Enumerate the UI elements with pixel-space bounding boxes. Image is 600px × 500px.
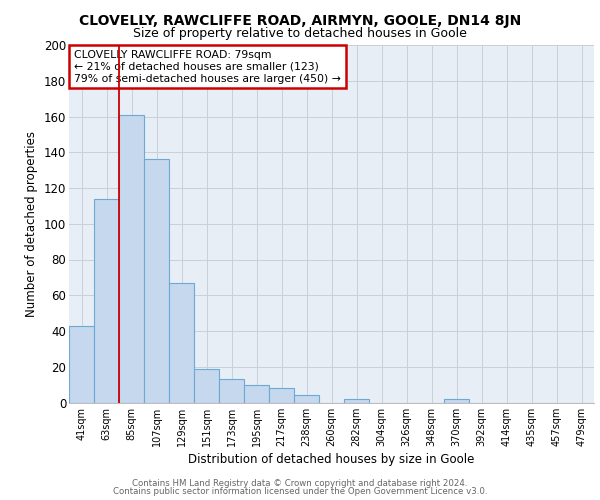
Text: Contains public sector information licensed under the Open Government Licence v3: Contains public sector information licen… xyxy=(113,487,487,496)
X-axis label: Distribution of detached houses by size in Goole: Distribution of detached houses by size … xyxy=(188,453,475,466)
Bar xyxy=(244,384,269,402)
Text: CLOVELLY RAWCLIFFE ROAD: 79sqm
← 21% of detached houses are smaller (123)
79% of: CLOVELLY RAWCLIFFE ROAD: 79sqm ← 21% of … xyxy=(74,50,341,84)
Text: Size of property relative to detached houses in Goole: Size of property relative to detached ho… xyxy=(133,28,467,40)
Bar xyxy=(169,282,194,403)
Bar xyxy=(119,114,144,403)
Bar xyxy=(94,198,119,402)
Bar xyxy=(269,388,294,402)
Bar xyxy=(444,399,469,402)
Text: CLOVELLY, RAWCLIFFE ROAD, AIRMYN, GOOLE, DN14 8JN: CLOVELLY, RAWCLIFFE ROAD, AIRMYN, GOOLE,… xyxy=(79,14,521,28)
Bar xyxy=(69,326,94,402)
Bar xyxy=(219,380,244,402)
Bar xyxy=(344,399,369,402)
Y-axis label: Number of detached properties: Number of detached properties xyxy=(25,130,38,317)
Bar xyxy=(144,160,169,402)
Text: Contains HM Land Registry data © Crown copyright and database right 2024.: Contains HM Land Registry data © Crown c… xyxy=(132,478,468,488)
Bar xyxy=(194,368,219,402)
Bar xyxy=(294,396,319,402)
